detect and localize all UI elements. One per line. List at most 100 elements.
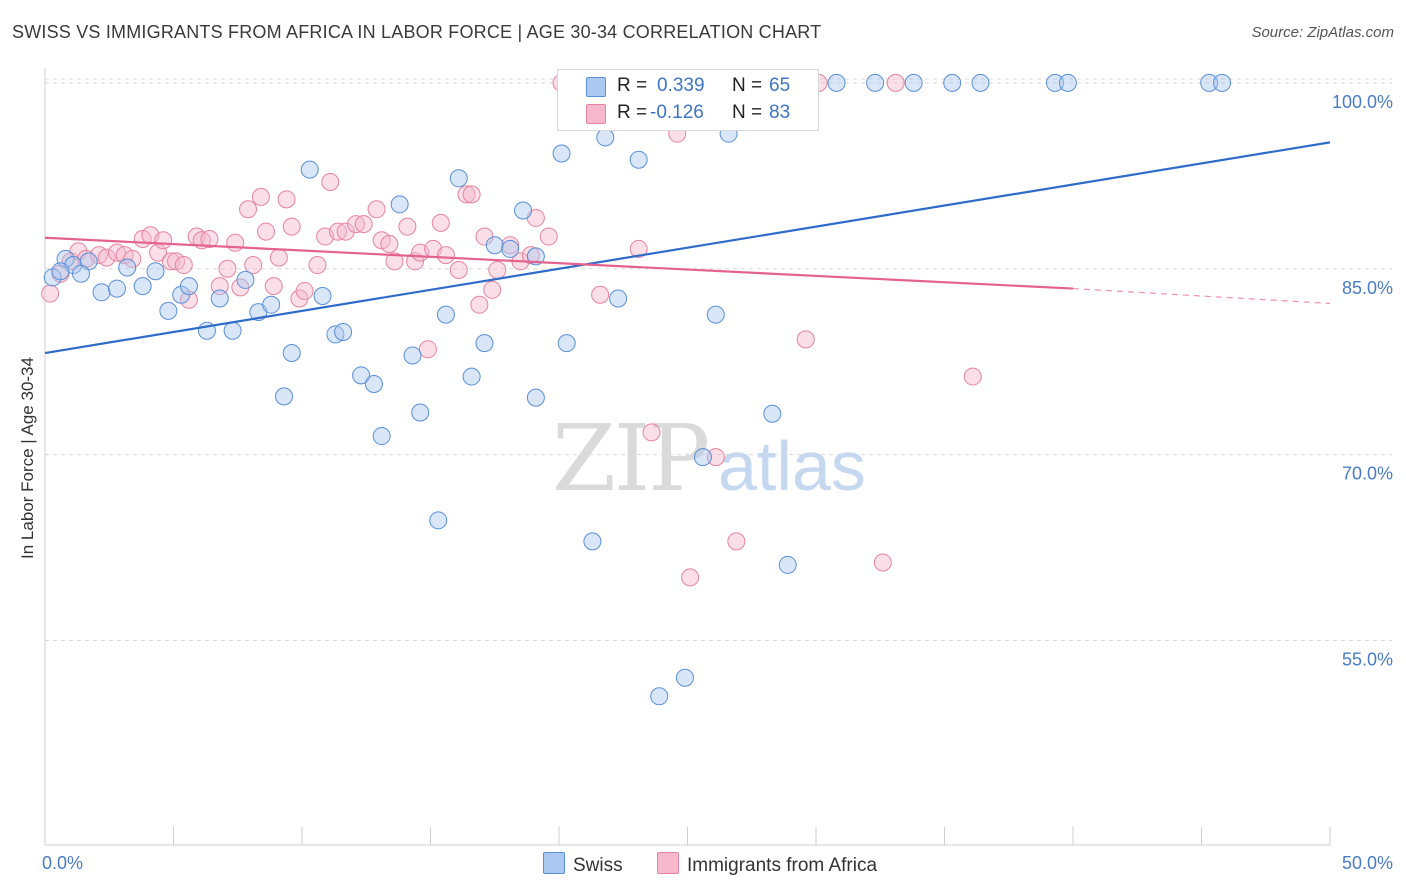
africa-trendline	[44, 236, 1074, 290]
swiss-point	[827, 73, 846, 92]
africa-point	[239, 200, 258, 219]
legend-r-label: R =	[617, 75, 648, 96]
swiss-point	[675, 668, 694, 687]
axes	[44, 68, 1331, 846]
x-tick-labels: 0.0% 50.0%	[42, 853, 1393, 873]
legend-swiss-r: 0.339	[657, 75, 705, 96]
swiss-point	[436, 305, 455, 324]
africa-point	[226, 233, 245, 252]
y-tick-label: 55.0%	[1342, 650, 1393, 670]
africa-point	[282, 217, 301, 236]
swiss-swatch	[543, 852, 565, 874]
swiss-point	[300, 160, 319, 179]
africa-point	[385, 252, 404, 271]
africa-point	[501, 236, 520, 255]
africa-point	[431, 213, 450, 232]
swiss-point	[92, 283, 111, 302]
swiss-point	[526, 247, 545, 266]
legend-africa-n: 83	[769, 102, 791, 123]
africa-point	[449, 260, 468, 279]
series-legend: Swiss Immigrants from Africa	[0, 852, 1406, 878]
watermark-atlas: atlas	[718, 427, 866, 505]
legend-r-label: R =	[617, 102, 648, 123]
swiss-point	[629, 150, 648, 169]
africa-swatch	[657, 852, 679, 874]
africa-point	[436, 246, 455, 265]
y-tick-label: 100.0%	[1332, 92, 1393, 112]
trendlines	[44, 141, 1331, 355]
swiss-point	[223, 321, 242, 340]
africa-point	[629, 239, 648, 258]
africa-point	[539, 227, 558, 246]
africa-point	[200, 230, 219, 249]
swiss-point	[334, 322, 353, 341]
watermark-zip: ZIP	[552, 405, 708, 512]
swiss-point	[118, 258, 137, 277]
africa-point	[354, 215, 373, 234]
swiss-point	[210, 289, 229, 308]
x-tick-label: 50.0%	[1342, 853, 1393, 873]
africa-point	[97, 248, 116, 267]
africa-point	[462, 185, 481, 204]
swiss-point	[1046, 73, 1065, 92]
africa-point	[457, 185, 476, 204]
swiss-point	[107, 279, 126, 298]
legend-swiss-n: 65	[769, 75, 791, 96]
chart-source: Source: ZipAtlas.com	[1251, 24, 1394, 41]
africa-point	[218, 259, 237, 278]
swiss-point	[411, 403, 430, 422]
legend-item-swiss[interactable]: Swiss	[543, 852, 623, 877]
africa-point	[796, 330, 815, 349]
africa-point	[380, 234, 399, 253]
legend-n-label: N =	[732, 102, 763, 123]
swiss-point	[866, 73, 885, 92]
africa-point	[642, 423, 661, 442]
swiss-swatch	[586, 77, 606, 97]
y-tick-labels: 55.0% 70.0% 85.0% 100.0%	[1332, 92, 1393, 670]
y-tick-label: 70.0%	[1342, 464, 1393, 484]
swiss-point	[943, 73, 962, 92]
swiss-point	[313, 287, 332, 306]
africa-point	[174, 256, 193, 275]
swiss-point	[1058, 73, 1077, 92]
africa-point	[727, 532, 746, 551]
africa-point	[264, 277, 283, 296]
africa-point	[336, 222, 355, 241]
swiss-point	[429, 511, 448, 530]
swiss-point	[352, 366, 371, 385]
swiss-point	[146, 262, 165, 281]
swiss-point	[485, 236, 504, 255]
swiss-point	[262, 295, 281, 314]
swiss-point	[236, 270, 255, 289]
africa-point	[308, 256, 327, 275]
swiss-point	[275, 387, 294, 406]
swiss-point	[706, 305, 725, 324]
swiss-point	[904, 73, 923, 92]
swiss-point	[179, 277, 198, 296]
africa-point	[244, 256, 263, 275]
africa-point	[963, 367, 982, 386]
swiss-point	[609, 289, 628, 308]
africa-point	[483, 280, 502, 299]
swiss-point	[1213, 73, 1232, 92]
swiss-point	[763, 404, 782, 423]
swiss-point	[282, 344, 301, 363]
africa-point	[367, 200, 386, 219]
africa-point	[295, 282, 314, 301]
correlation-legend: R = 0.339 N = 65 R = -0.126 N = 83	[557, 69, 819, 131]
legend-item-africa[interactable]: Immigrants from Africa	[657, 852, 877, 877]
swiss-point	[462, 367, 481, 386]
africa-point	[873, 553, 892, 572]
chart-title: SWISS VS IMMIGRANTS FROM AFRICA IN LABOR…	[12, 22, 822, 42]
swiss-point	[583, 532, 602, 551]
africa-point	[328, 222, 347, 241]
swiss-point	[71, 264, 90, 283]
africa-point	[154, 231, 173, 250]
africa-point	[346, 215, 365, 234]
swiss-point	[133, 277, 152, 296]
swiss-point	[403, 346, 422, 365]
africa-trendline-extension	[1072, 287, 1331, 305]
legend-africa-label: Immigrants from Africa	[687, 855, 878, 876]
x-tick-label: 0.0%	[42, 853, 83, 873]
legend-n-label: N =	[732, 75, 763, 96]
